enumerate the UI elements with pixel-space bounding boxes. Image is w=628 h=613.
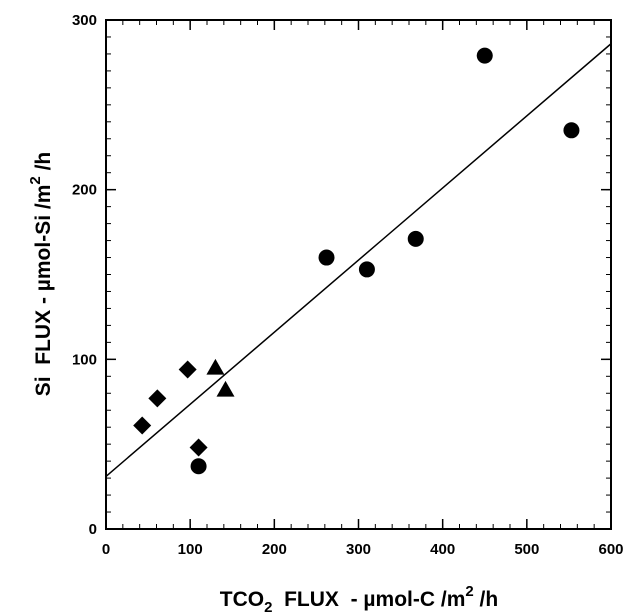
plot-frame <box>105 19 612 530</box>
x-tick-label: 200 <box>262 541 287 558</box>
data-points <box>133 47 580 475</box>
diamond-point <box>133 416 152 435</box>
circle-point <box>318 249 335 266</box>
x-tick-labels: 0 100 200 300 400 500 600 <box>102 541 624 558</box>
x-axis-label: TCO2 FLUX - µmol-C /m2 /h <box>220 583 498 613</box>
y-tick-label: 0 <box>89 521 97 538</box>
circle-point <box>563 122 580 139</box>
x-tick-label: 100 <box>178 541 203 558</box>
x-tick-label: 0 <box>102 541 110 558</box>
fit-line <box>105 43 612 477</box>
major-ticks <box>105 19 612 530</box>
y-axis-label: Si FLUX - µmol-Si /m2 /h <box>27 152 55 396</box>
circle-point <box>407 230 424 247</box>
circle-point <box>476 47 493 64</box>
x-tick-label: 300 <box>346 541 371 558</box>
x-tick-label: 500 <box>514 541 539 558</box>
circle-point <box>358 261 375 278</box>
diamond-point <box>148 389 167 408</box>
y-tick-label: 100 <box>72 351 97 368</box>
y-tick-label: 300 <box>72 12 97 29</box>
y-tick-label: 200 <box>72 182 97 199</box>
x-tick-label: 400 <box>430 541 455 558</box>
triangle-point <box>206 358 225 375</box>
triangle-point <box>216 380 235 397</box>
y-tick-labels: 0 100 200 300 <box>72 12 97 538</box>
minor-ticks <box>105 19 612 530</box>
diamond-point <box>178 360 197 379</box>
diamond-point <box>189 438 208 457</box>
x-tick-label: 600 <box>598 541 623 558</box>
circle-point <box>190 458 207 475</box>
